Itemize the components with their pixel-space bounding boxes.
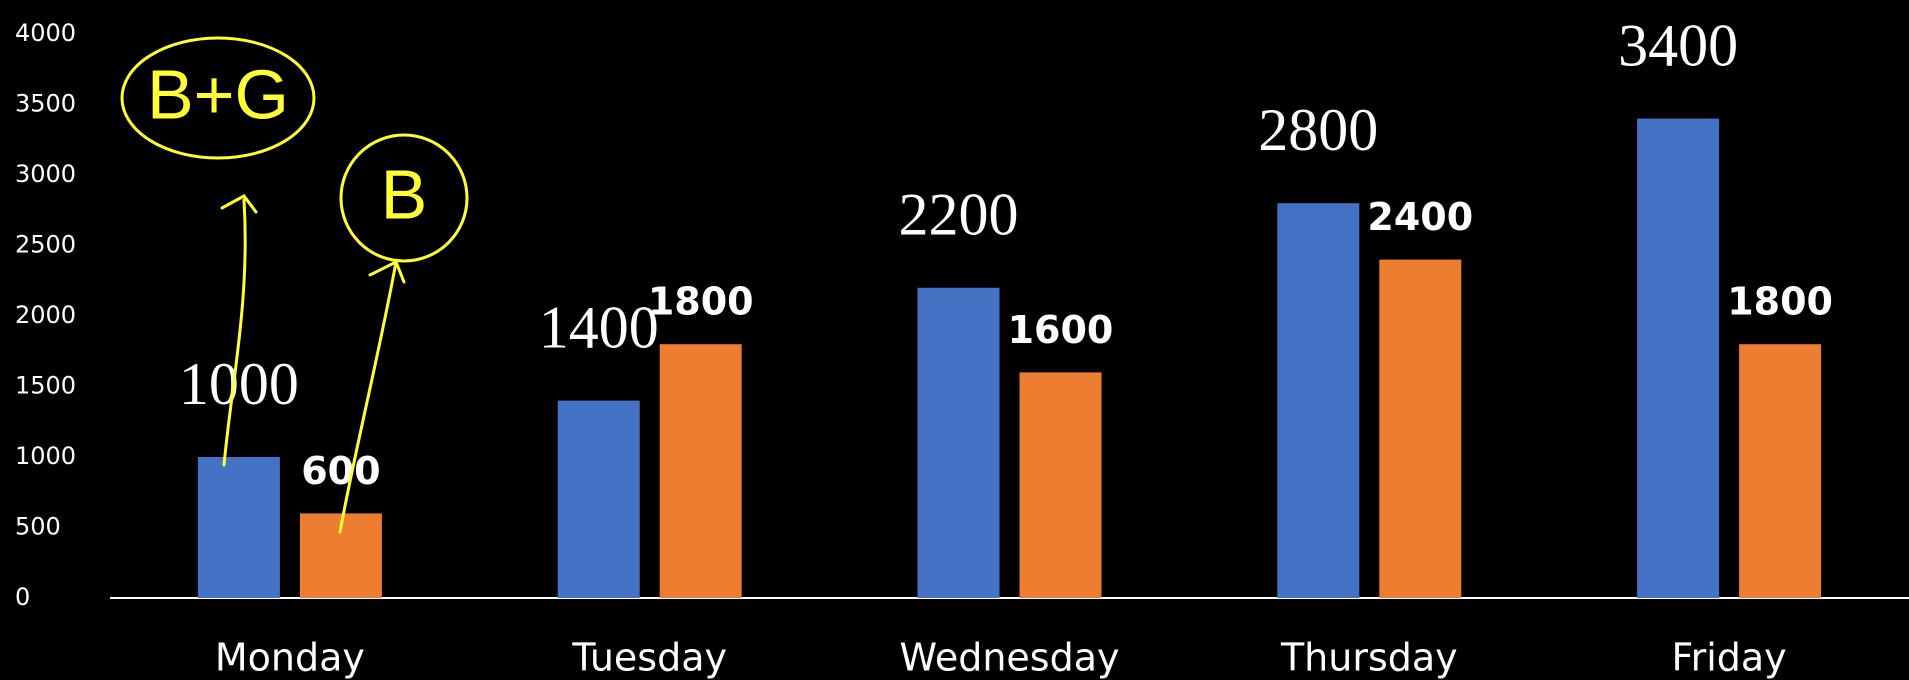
x-tick-label: Friday [1672, 636, 1787, 680]
y-tick-label: 2000 [15, 301, 76, 329]
x-tick-label: Tuesday [571, 636, 727, 680]
bar [1019, 372, 1102, 598]
y-tick-label: 3500 [15, 90, 76, 118]
data-label: 2800 [1258, 97, 1378, 163]
annotation: B [381, 155, 428, 233]
annotation-circle [120, 36, 316, 160]
data-label: 1400 [539, 294, 659, 360]
data-label: 3400 [1618, 12, 1738, 78]
x-tick-label: Thursday [1280, 636, 1458, 680]
bar [1739, 344, 1822, 598]
y-tick-label: 4000 [15, 19, 76, 47]
data-label: 2400 [1367, 195, 1473, 239]
annotation-arrow [220, 194, 258, 467]
data-label: 600 [301, 449, 380, 493]
bar [197, 457, 280, 598]
bar [1379, 259, 1462, 598]
bar [557, 400, 640, 598]
y-tick-label: 1500 [15, 372, 76, 400]
x-tick-label: Wednesday [899, 636, 1119, 680]
data-label: 2200 [899, 182, 1019, 248]
y-tick-label: 3000 [15, 160, 76, 188]
bar [1277, 203, 1360, 598]
bar [659, 344, 742, 598]
bar [1637, 118, 1720, 598]
y-tick-label: 500 [15, 513, 61, 541]
annotation: B+G [147, 55, 289, 133]
y-tick-label: 2500 [15, 231, 76, 259]
x-tick-label: Monday [215, 636, 365, 680]
y-tick-label: 0 [15, 583, 30, 611]
bar [917, 287, 1000, 598]
data-label: 1000 [179, 351, 299, 417]
data-label: 1800 [648, 280, 754, 324]
annotation-circle [339, 133, 469, 263]
annotation-arrow [338, 259, 406, 534]
data-label: 1800 [1727, 280, 1833, 324]
y-tick-label: 1000 [15, 442, 76, 470]
data-label: 1600 [1008, 308, 1114, 352]
